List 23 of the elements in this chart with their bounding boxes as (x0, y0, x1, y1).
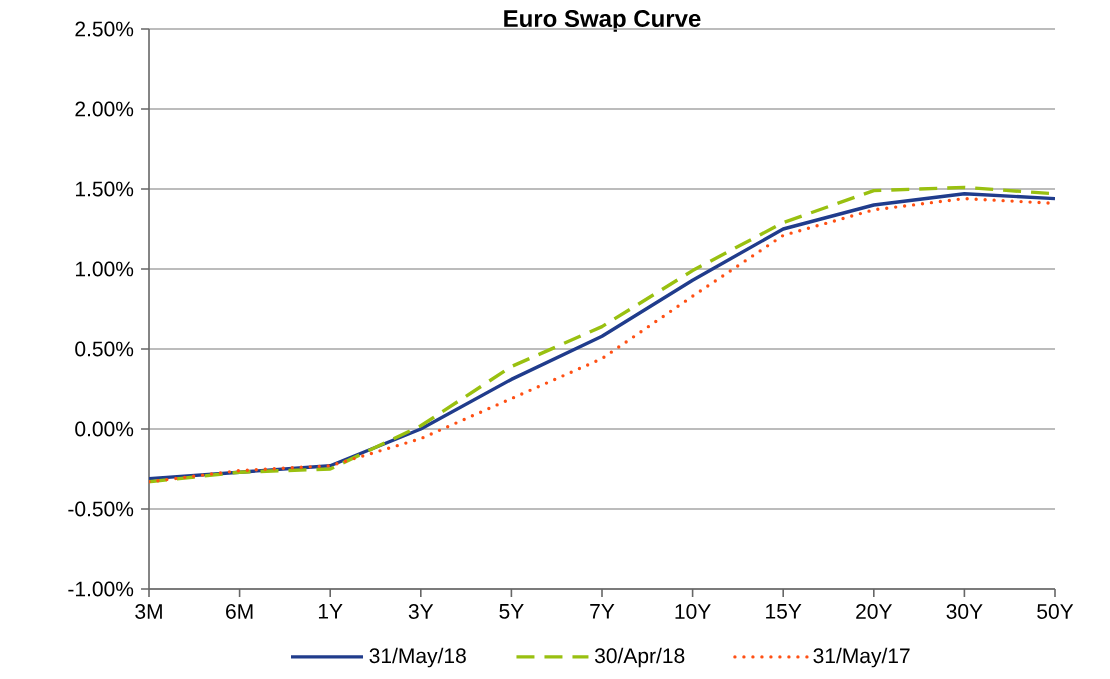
y-tick-label: 0.00% (75, 421, 134, 437)
chart-title: Euro Swap Curve (504, 10, 701, 32)
y-tick-label: 2.50% (75, 21, 134, 37)
x-tick-label: 3Y (408, 604, 434, 619)
y-tick-label: -1.00% (68, 581, 134, 597)
legend-label: 31/May/17 (813, 647, 910, 668)
y-tick-label: -0.50% (68, 501, 134, 517)
y-tick-label: 0.50% (75, 341, 134, 357)
legend-label: 30/Apr/18 (594, 647, 685, 668)
x-tick-label: 7Y (590, 604, 615, 619)
legend-label: 31/May/18 (369, 647, 466, 668)
y-tick-label: 1.50% (75, 181, 134, 197)
x-tick-label: 1Y (318, 604, 343, 619)
x-tick-label: 3M (135, 604, 162, 619)
x-tick-label: 50Y (1037, 604, 1074, 619)
y-tick-label: 1.00% (75, 261, 134, 277)
x-tick-label: 6M (226, 604, 253, 619)
x-tick-label: 30Y (946, 604, 983, 619)
x-tick-label: 5Y (499, 604, 524, 619)
y-tick-label: 2.00% (75, 101, 134, 117)
x-tick-label: 10Y (675, 604, 711, 619)
x-tick-label: 15Y (766, 604, 802, 619)
x-tick-label: 20Y (856, 604, 893, 619)
